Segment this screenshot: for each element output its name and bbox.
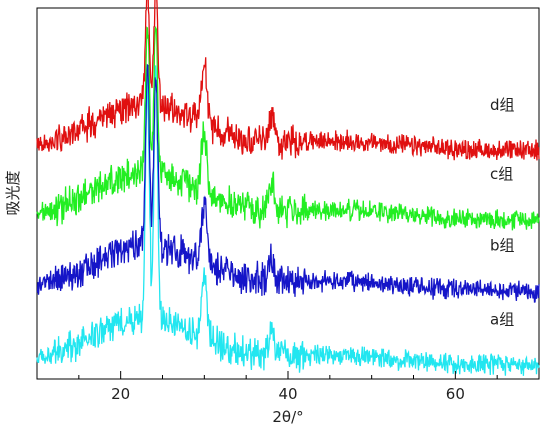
x-tick-label: 60 — [446, 385, 465, 403]
series-layer — [36, 0, 540, 376]
series-line — [36, 65, 540, 376]
y-axis-title: 吸光度 — [4, 170, 22, 215]
series-line — [36, 26, 540, 231]
x-tick-label: 40 — [278, 385, 297, 403]
x-axis-ticks: 20 40 60 — [36, 371, 540, 403]
x-axis-title: 2θ/° — [272, 408, 303, 426]
series-labels: a组 b组 c组 d组 — [490, 96, 515, 328]
series-label: d组 — [490, 96, 515, 114]
series-label: b组 — [490, 236, 515, 254]
series-label: a组 — [490, 311, 514, 329]
series-line — [36, 63, 540, 303]
series-label: c组 — [490, 165, 513, 183]
series-line — [36, 0, 540, 161]
x-tick-label: 20 — [111, 385, 130, 403]
